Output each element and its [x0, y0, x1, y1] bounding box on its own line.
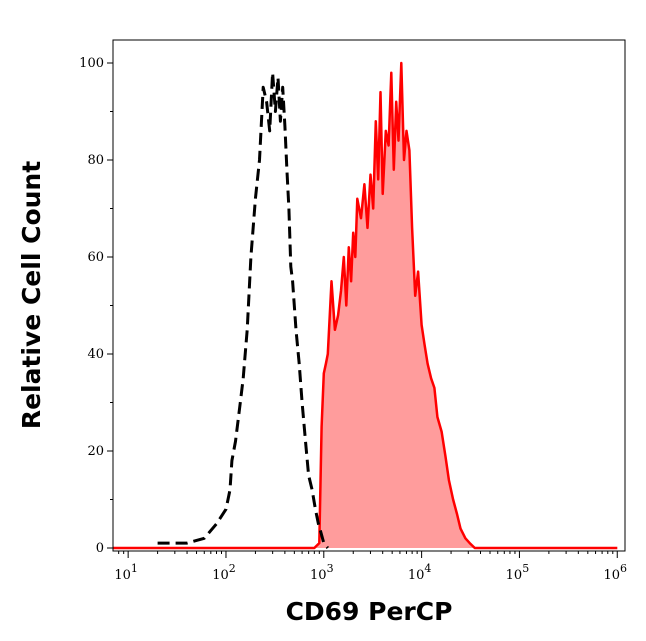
x-tick-label-base: 10	[506, 568, 523, 583]
y-tick-label: 60	[87, 250, 104, 265]
x-tick-label-base: 10	[408, 568, 425, 583]
y-tick-label: 100	[79, 56, 104, 71]
x-tick-label-base: 10	[310, 568, 327, 583]
y-axis-title: Relative Cell Count	[17, 161, 46, 429]
x-tick-label-exponent: 3	[327, 562, 334, 575]
y-tick-label: 20	[87, 444, 104, 459]
y-tick-label: 0	[96, 541, 104, 556]
x-tick-label: 101	[114, 562, 138, 583]
x-tick-label-exponent: 2	[229, 562, 236, 575]
x-tick-label-base: 10	[212, 568, 229, 583]
x-tick-label-exponent: 1	[131, 562, 138, 575]
x-tick-label: 105	[506, 562, 530, 583]
x-tick-label: 104	[408, 562, 432, 583]
x-tick-label: 106	[603, 562, 627, 583]
series-layer	[113, 61, 618, 550]
x-tick-label-base: 10	[603, 568, 620, 583]
y-tick-label: 40	[87, 347, 104, 362]
x-tick-label: 103	[310, 562, 334, 583]
x-axis-title: CD69 PerCP	[286, 597, 453, 626]
x-tick-label-base: 10	[114, 568, 131, 583]
plot-frame	[112, 39, 626, 552]
x-tick-label: 102	[212, 562, 236, 583]
y-tick-label: 80	[87, 153, 104, 168]
series-line-isotype	[157, 71, 329, 549]
x-tick-label-exponent: 5	[522, 562, 529, 575]
x-tick-label-exponent: 6	[620, 562, 627, 575]
x-tick-label-exponent: 4	[424, 562, 431, 575]
series-fill-stained	[113, 63, 618, 548]
series-line-stained	[113, 61, 618, 550]
